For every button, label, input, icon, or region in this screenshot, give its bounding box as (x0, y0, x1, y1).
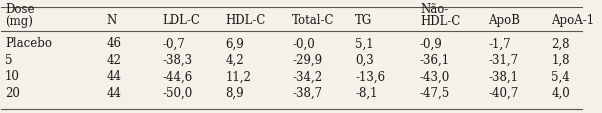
Text: HDL-C: HDL-C (226, 14, 266, 27)
Text: -40,7: -40,7 (488, 86, 518, 99)
Text: 6,9: 6,9 (226, 37, 244, 50)
Text: -50,0: -50,0 (163, 86, 193, 99)
Text: -29,9: -29,9 (292, 53, 322, 66)
Text: -8,1: -8,1 (355, 86, 377, 99)
Text: -36,1: -36,1 (420, 53, 450, 66)
Text: -47,5: -47,5 (420, 86, 450, 99)
Text: LDL-C: LDL-C (163, 14, 200, 27)
Text: -43,0: -43,0 (420, 70, 450, 83)
Text: 10: 10 (5, 70, 20, 83)
Text: -0,0: -0,0 (292, 37, 315, 50)
Text: Dose: Dose (5, 3, 34, 15)
Text: -44,6: -44,6 (163, 70, 193, 83)
Text: -0,9: -0,9 (420, 37, 442, 50)
Text: 46: 46 (107, 37, 122, 50)
Text: ApoB: ApoB (488, 14, 520, 27)
Text: 5,1: 5,1 (355, 37, 374, 50)
Text: -31,7: -31,7 (488, 53, 518, 66)
Text: 20: 20 (5, 86, 20, 99)
Text: -13,6: -13,6 (355, 70, 385, 83)
Text: 1,8: 1,8 (551, 53, 569, 66)
Text: Não-: Não- (420, 3, 448, 15)
Text: 5: 5 (5, 53, 13, 66)
Text: 2,8: 2,8 (551, 37, 569, 50)
Text: -34,2: -34,2 (292, 70, 322, 83)
Text: HDL-C: HDL-C (420, 15, 461, 28)
Text: -0,7: -0,7 (163, 37, 185, 50)
Text: 0,3: 0,3 (355, 53, 374, 66)
Text: (mg): (mg) (5, 15, 33, 28)
Text: ApoA-1: ApoA-1 (551, 14, 594, 27)
Text: -38,7: -38,7 (292, 86, 322, 99)
Text: 44: 44 (107, 70, 122, 83)
Text: 42: 42 (107, 53, 122, 66)
Text: 4,0: 4,0 (551, 86, 570, 99)
Text: 4,2: 4,2 (226, 53, 244, 66)
Text: -1,7: -1,7 (488, 37, 511, 50)
Text: 8,9: 8,9 (226, 86, 244, 99)
Text: Placebo: Placebo (5, 37, 52, 50)
Text: 44: 44 (107, 86, 122, 99)
Text: 5,4: 5,4 (551, 70, 570, 83)
Text: N: N (107, 14, 117, 27)
Text: -38,3: -38,3 (163, 53, 193, 66)
Text: 11,2: 11,2 (226, 70, 252, 83)
Text: TG: TG (355, 14, 373, 27)
Text: -38,1: -38,1 (488, 70, 518, 83)
Text: Total-C: Total-C (292, 14, 335, 27)
